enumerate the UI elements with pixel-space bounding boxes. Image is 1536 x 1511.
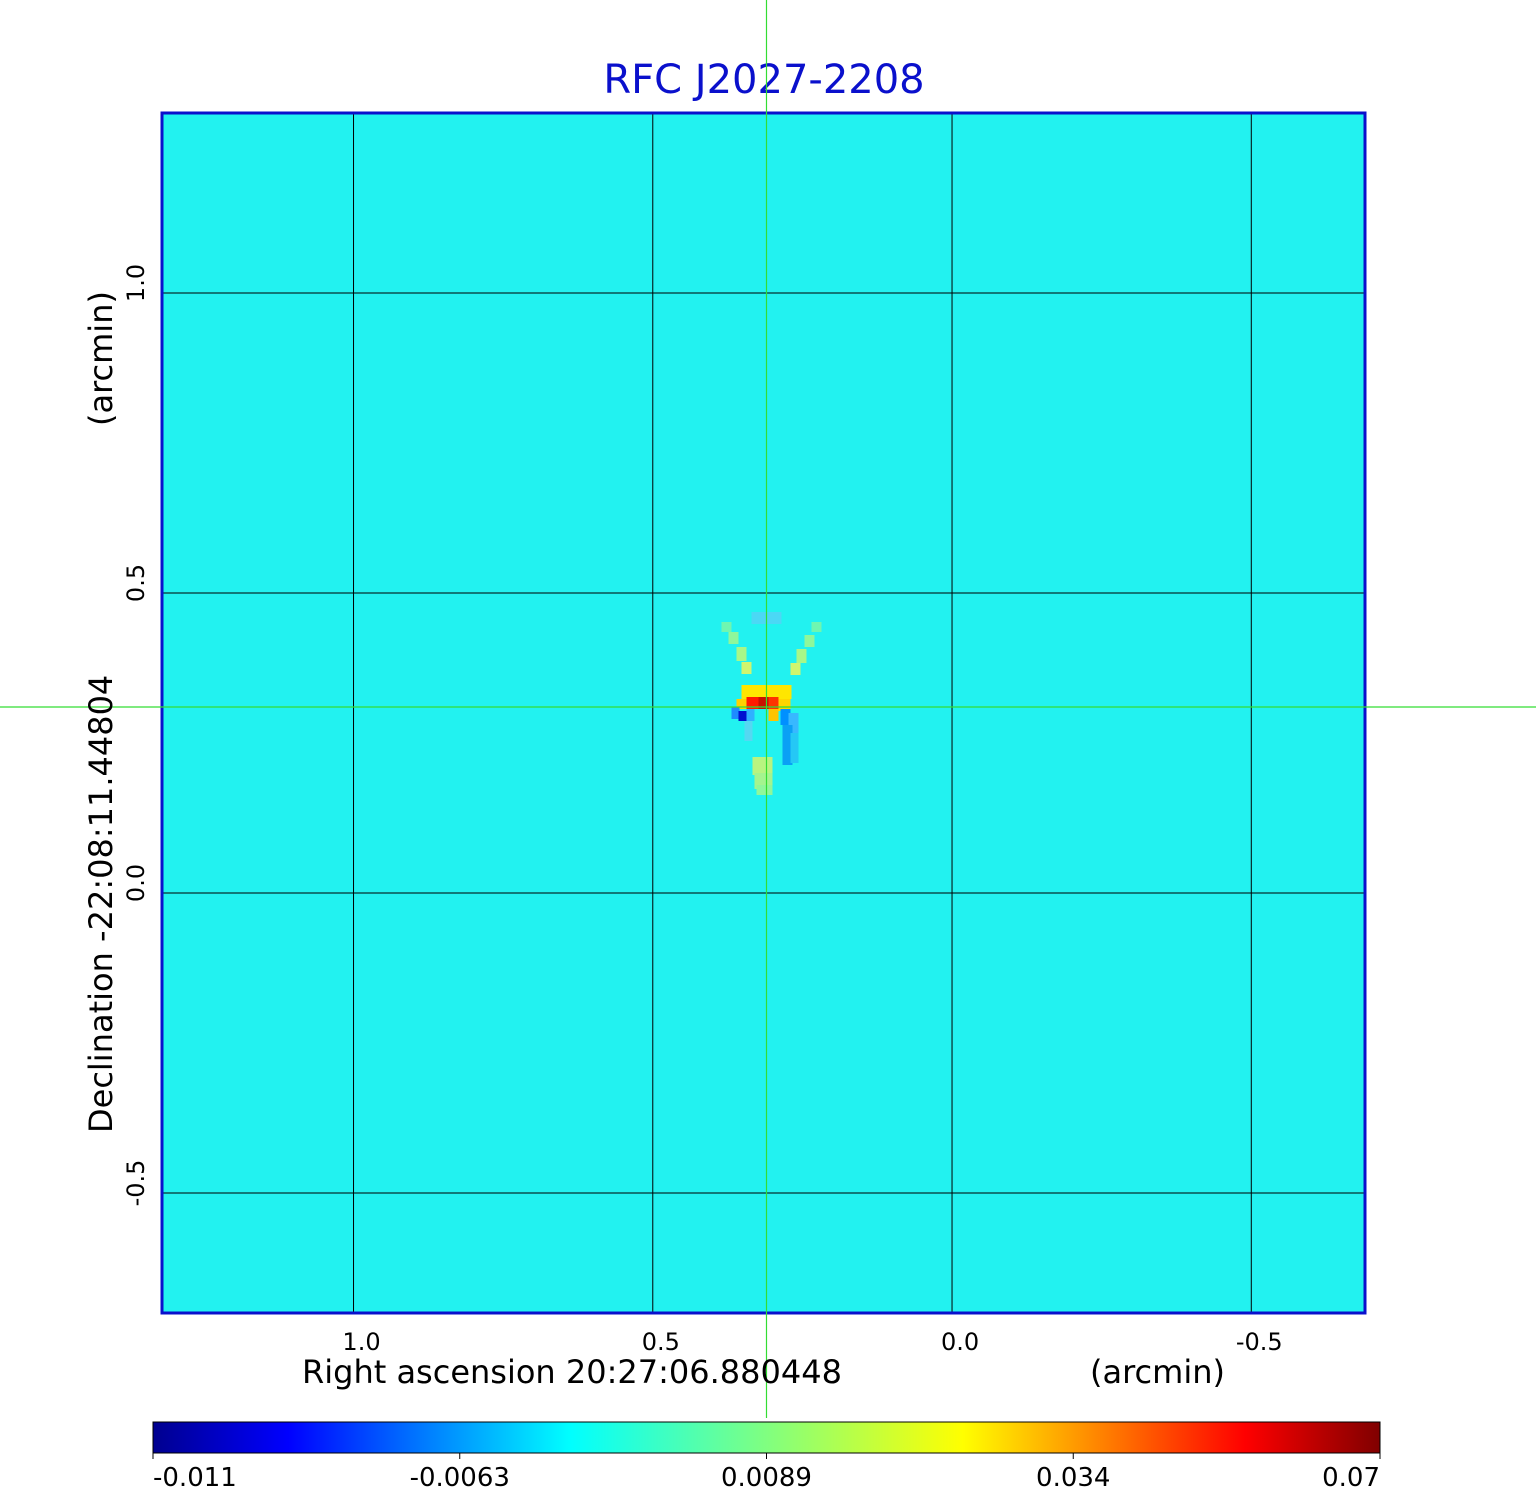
colorbar-tick-label-4: 0.07 (1322, 1463, 1380, 1493)
emission-pixel-4 (811, 622, 822, 632)
colorbar-tick-label-1: -0.0063 (410, 1463, 510, 1493)
emission-pixel-22 (790, 733, 799, 763)
emission-pixel-0 (721, 622, 732, 632)
emission-pixel-11 (758, 697, 769, 709)
emission-pixel-23 (744, 721, 753, 741)
emission-pixel-3 (741, 662, 752, 674)
emission-pixel-21 (782, 725, 793, 765)
x-axis-unit: (arcmin) (1090, 1353, 1225, 1391)
grid-lines (162, 113, 1365, 1313)
emission-pixel-24 (752, 757, 773, 775)
colorbar-tick-label-0: -0.011 (153, 1463, 237, 1493)
x-axis-label: Right ascension 20:27:06.880448 (302, 1353, 842, 1391)
emission-pixel-2 (736, 647, 747, 661)
x-tick-label-0: 1.0 (342, 1328, 380, 1356)
emission-pixel-19 (780, 709, 791, 725)
colorbar-tick-label-3: 0.034 (1036, 1463, 1110, 1493)
emission-pixel-15 (731, 707, 740, 719)
emission-pixel-26 (756, 785, 773, 795)
emission-pixel-17 (746, 709, 755, 721)
y-tick-labels: 1.0 0.5 0.0 -0.5 (122, 264, 150, 1207)
chart-title: RFC J2027-2208 (603, 57, 924, 103)
x-tick-labels: 1.0 0.5 0.0 -0.5 (342, 1328, 1282, 1356)
emission-pixel-13 (736, 699, 747, 709)
y-axis-unit: (arcmin) (82, 291, 120, 426)
crosshair (0, 0, 1536, 1418)
plot-frame (160, 111, 1367, 1315)
x-tick-label-1: 0.5 (642, 1328, 680, 1356)
emission-pixel-14 (778, 699, 791, 711)
source-emission (721, 612, 822, 795)
emission-pixel-16 (738, 711, 747, 721)
emission-pixel-18 (768, 709, 779, 721)
y-tick-label-2: 0.0 (122, 864, 150, 902)
emission-pixel-10 (746, 697, 759, 709)
colorbar (152, 1421, 1381, 1454)
x-tick-label-2: 0.0 (941, 1328, 979, 1356)
colorbar-tick-label-2: 0.0089 (721, 1463, 812, 1493)
emission-pixel-7 (790, 663, 801, 675)
emission-pixel-12 (768, 697, 779, 709)
emission-pixel-1 (728, 632, 739, 644)
y-tick-label-0: 1.0 (122, 264, 150, 302)
y-axis-label: Declination -22:08:11.44804 (82, 675, 120, 1133)
emission-pixel-6 (796, 649, 807, 663)
plot-background (162, 113, 1365, 1313)
emission-pixel-20 (788, 713, 799, 733)
x-tick-label-3: -0.5 (1236, 1328, 1283, 1356)
emission-pixel-5 (804, 635, 815, 647)
y-tick-label-3: -0.5 (122, 1160, 150, 1207)
y-tick-label-1: 0.5 (122, 564, 150, 602)
colorbar-ticks: -0.011 -0.0063 0.0089 0.034 0.07 (152, 1453, 1381, 1493)
